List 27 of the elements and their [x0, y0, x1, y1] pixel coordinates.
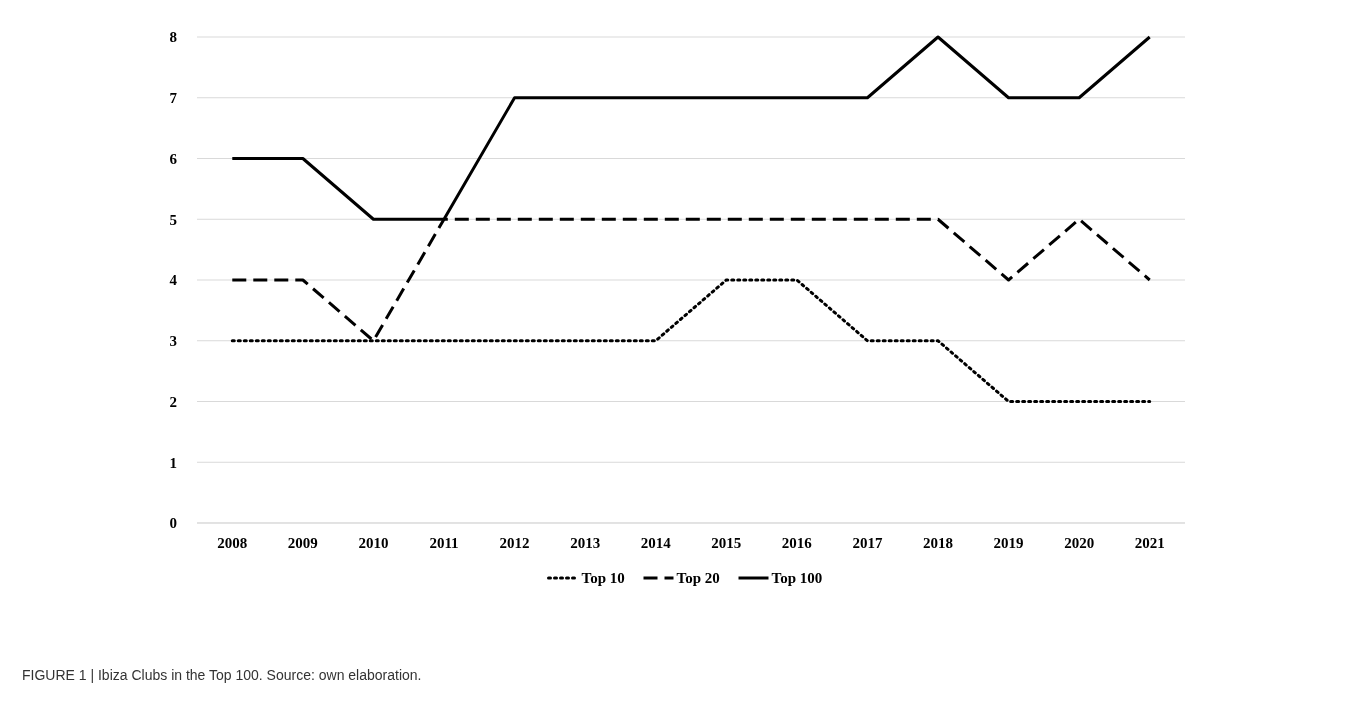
legend-label: Top 20 [676, 570, 720, 587]
x-tick-label: 2010 [358, 535, 389, 551]
x-tick-label: 2008 [217, 535, 248, 551]
y-tick-label: 4 [169, 272, 178, 289]
y-tick-label: 2 [169, 393, 177, 410]
legend-label: Top 100 [771, 570, 823, 587]
x-tick-label: 2011 [429, 535, 459, 551]
y-tick-label: 6 [169, 150, 178, 167]
x-tick-label: 2019 [993, 535, 1024, 551]
x-tick-label: 2015 [711, 535, 742, 551]
x-tick-label: 2021 [1134, 535, 1165, 551]
y-tick-label: 8 [169, 29, 177, 46]
x-tick-label: 2020 [1064, 535, 1095, 551]
y-tick-label: 1 [169, 454, 177, 471]
caption: FIGURE 1 | Ibiza Clubs in the Top 100. Source: own elaboration. [22, 667, 422, 683]
y-tick-label: 7 [169, 90, 178, 106]
x-tick-label: 2009 [287, 535, 318, 551]
y-tick-label: 5 [169, 211, 177, 228]
x-tick-label: 2018 [923, 535, 953, 551]
y-tick-label: 3 [169, 333, 177, 349]
x-tick-label: 2017 [852, 535, 883, 551]
x-tick-label: 2012 [499, 535, 530, 551]
y-tick-label: 0 [169, 515, 177, 532]
x-tick-label: 2014 [640, 535, 672, 551]
legend-label: Top 10 [581, 570, 625, 587]
x-tick-label: 2013 [570, 535, 601, 551]
x-tick-label: 2016 [781, 535, 813, 551]
